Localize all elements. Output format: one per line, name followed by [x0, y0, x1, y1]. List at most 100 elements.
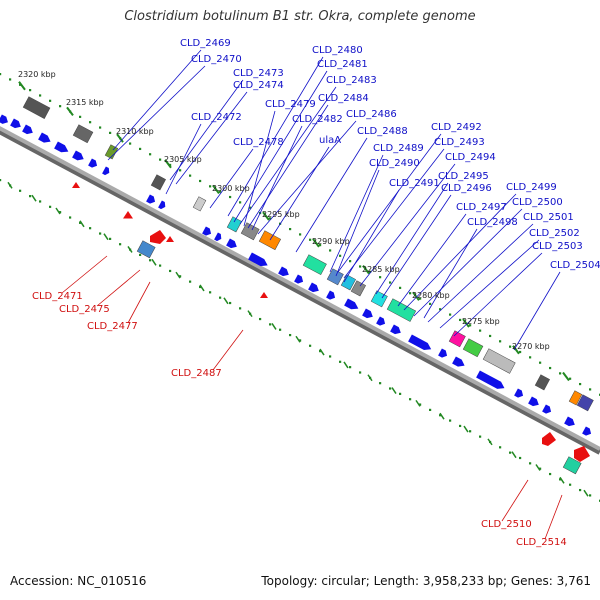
gene-label-cld-2510: CLD_2510	[481, 519, 532, 530]
minor-tick-bottom	[559, 476, 565, 484]
gene-label-cld-2471: CLD_2471	[32, 291, 83, 302]
bottom-track-dot	[289, 333, 292, 337]
bottom-track-dot	[79, 221, 82, 224]
bottom-track-dot	[579, 488, 582, 492]
feature-block	[386, 298, 417, 322]
top-track-dot	[179, 169, 182, 172]
gene-label-cld-2474: CLD_2474	[233, 80, 284, 91]
top-track-dot	[9, 78, 12, 81]
top-callout-line	[337, 133, 442, 273]
top-track-dot	[529, 356, 532, 359]
bottom-track-dot	[359, 371, 362, 374]
top-track-dot	[439, 308, 442, 311]
minor-tick-bottom	[103, 233, 109, 241]
gene-label-cld-2479: CLD_2479	[265, 99, 316, 110]
feature-block	[350, 280, 366, 297]
top-callout-line	[453, 252, 543, 337]
kbp-label-2290: 2290 kbp	[312, 237, 350, 246]
bottom-track-dot	[159, 264, 162, 267]
top-track-dot	[59, 105, 62, 108]
bottom-track-dot	[69, 216, 72, 219]
bottom-callout-line	[96, 269, 141, 307]
forward-gene-arrow	[88, 158, 98, 168]
gene-label-cld-2473: CLD_2473	[233, 68, 284, 79]
gene-label-cld-2478: CLD_2478	[233, 137, 284, 148]
top-callout-line	[169, 79, 244, 181]
bottom-track-dot	[479, 435, 482, 438]
forward-gene-arrow	[326, 290, 336, 300]
major-tick-top	[164, 159, 172, 169]
top-track-dot	[429, 302, 432, 306]
bottom-track-dot	[89, 227, 92, 230]
top-track-dot	[99, 126, 102, 129]
top-track-dot	[469, 324, 472, 327]
forward-gene-arrow	[452, 356, 465, 367]
bottom-track-dot	[149, 259, 152, 262]
minor-tick-bottom	[247, 310, 253, 318]
gene-label-cld-2495: CLD_2495	[438, 171, 489, 182]
top-track-dot	[199, 179, 202, 183]
top-track-dot	[249, 206, 252, 209]
bottom-track-dot	[239, 307, 242, 310]
kbp-label-2320: 2320 kbp	[18, 70, 56, 79]
top-track-dot	[49, 99, 52, 102]
minor-tick-bottom	[583, 489, 589, 497]
forward-gene-arrow	[146, 194, 156, 204]
major-tick-top	[562, 371, 570, 382]
bottom-track-dot	[559, 478, 562, 481]
kbp-label-2305: 2305 kbp	[164, 155, 202, 164]
minor-tick-bottom	[391, 387, 397, 394]
bottom-track-dot	[569, 483, 572, 486]
gene-label-cld-2498: CLD_2498	[467, 217, 518, 228]
top-track-dot	[319, 244, 322, 247]
feature-block	[302, 254, 327, 276]
gene-label-cld-2470: CLD_2470	[191, 54, 242, 65]
bottom-track-dot	[349, 366, 352, 369]
bottom-track-dot	[109, 237, 112, 240]
top-callout-line	[295, 137, 368, 253]
bottom-track-dot	[329, 355, 332, 358]
top-callout-line	[233, 70, 328, 223]
bottom-track-dot	[449, 419, 452, 422]
gene-features	[0, 96, 594, 475]
top-track-dot	[389, 281, 392, 284]
top-track-dot	[89, 121, 92, 124]
bottom-track-dot	[469, 430, 472, 433]
bottom-track-dot	[279, 328, 282, 331]
bottom-track-dot	[589, 494, 592, 497]
top-callout-line	[107, 65, 206, 161]
minor-tick-bottom	[223, 297, 229, 305]
gene-label-cld-2483: CLD_2483	[326, 75, 377, 86]
top-track-dot	[149, 153, 152, 156]
kbp-label-2285: 2285 kbp	[362, 265, 400, 274]
bottom-callout-line	[61, 255, 108, 294]
top-track-dot	[419, 297, 422, 300]
top-callout-line	[112, 49, 202, 151]
top-callout-line	[243, 110, 276, 227]
feature-block	[534, 374, 550, 391]
bottom-callout-line	[212, 329, 244, 371]
forward-gene-arrow	[344, 298, 359, 310]
top-callout-line	[257, 120, 357, 235]
feature-block	[258, 230, 282, 251]
forward-gene-arrow	[476, 370, 505, 389]
forward-gene-arrow	[158, 200, 166, 210]
bottom-callout-line	[544, 494, 563, 540]
gene-label-cld-2501: CLD_2501	[523, 212, 574, 223]
top-callout-line	[439, 239, 540, 329]
kbp-label-2310: 2310 kbp	[116, 127, 154, 136]
major-tick-top	[412, 291, 420, 301]
minor-tick-bottom	[31, 194, 37, 202]
forward-gene-arrow	[202, 226, 212, 236]
reverse-gene-block	[574, 446, 590, 462]
forward-gene-arrow	[0, 114, 8, 124]
top-track-dot	[329, 249, 332, 252]
feature-block	[568, 390, 583, 406]
gene-label-cld-2487: CLD_2487	[171, 368, 222, 379]
minor-tick-bottom	[127, 246, 133, 253]
gene-label-cld-2500: CLD_2500	[512, 197, 563, 208]
map-title: Clostridium botulinum B1 str. Okra, comp…	[124, 9, 476, 24]
gene-label-cld-2503: CLD_2503	[532, 241, 583, 252]
feature-block	[340, 274, 356, 291]
